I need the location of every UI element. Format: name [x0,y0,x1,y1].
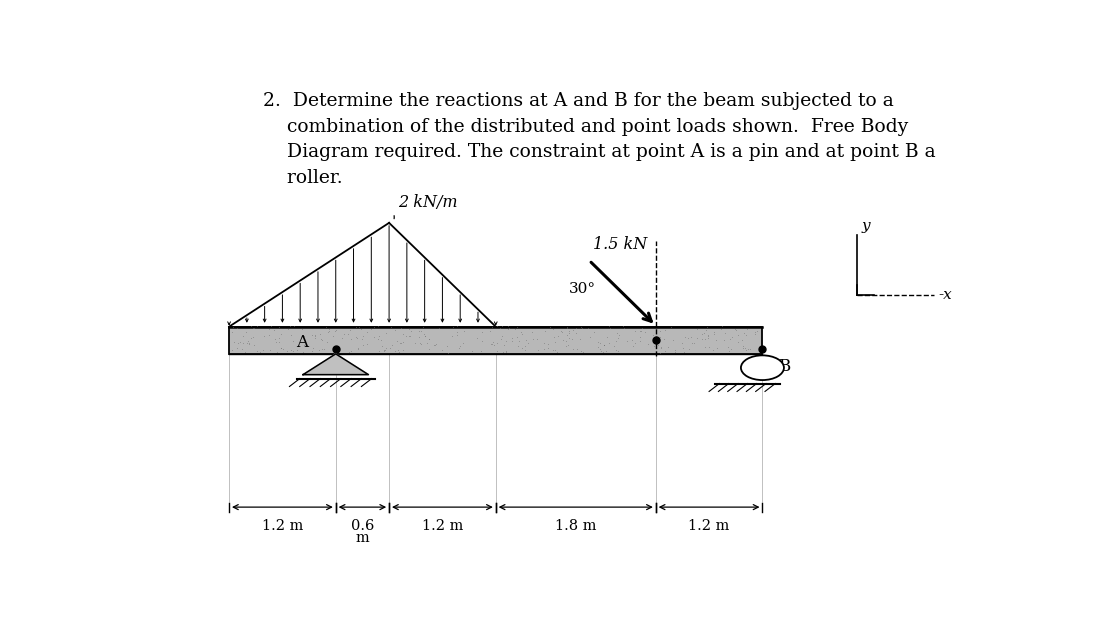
Text: 1.2 m: 1.2 m [262,519,303,534]
Text: 2.  Determine the reactions at A and B for the beam subjected to a
    combinati: 2. Determine the reactions at A and B fo… [263,92,936,187]
Text: 1.2 m: 1.2 m [422,519,463,534]
Text: 1.2 m: 1.2 m [688,519,729,534]
Text: y: y [861,219,870,233]
Polygon shape [303,354,369,375]
Text: A: A [296,334,309,351]
Text: 0.6: 0.6 [351,519,374,534]
Circle shape [741,356,784,380]
Bar [229,327,763,354]
Text: B: B [778,358,790,375]
Text: 30°: 30° [568,282,596,295]
Text: 1.5 kN: 1.5 kN [594,236,647,253]
Text: 1.8 m: 1.8 m [555,519,596,534]
Text: 2 kN/m: 2 kN/m [397,193,457,211]
Text: m: m [355,531,370,545]
Text: -x: -x [939,288,952,302]
